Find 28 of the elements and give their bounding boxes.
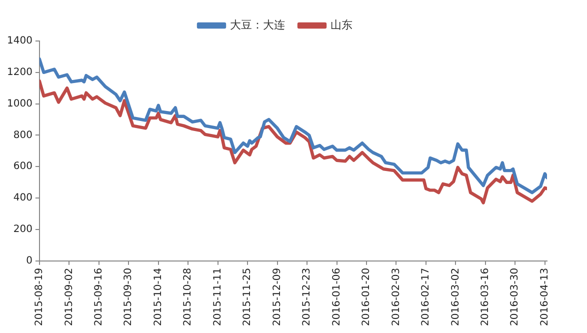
- x-tick-label: 2015-12-23: [302, 268, 313, 326]
- y-tick-label: 1000: [6, 98, 32, 110]
- x-tick-label: 2016-03-16: [480, 268, 492, 326]
- x-tick-label: 2016-03-30: [510, 268, 521, 326]
- x-tick-label: 2015-08-19: [34, 268, 46, 326]
- x-tick-label: 2015-09-16: [94, 268, 105, 326]
- y-tick-label: 0: [26, 255, 32, 266]
- y-tick-label: 400: [13, 192, 32, 204]
- x-tick-label: 2015-11-25: [242, 268, 254, 326]
- legend-label: 大豆：大连: [230, 18, 285, 32]
- x-tick-label: 2015-12-09: [272, 268, 283, 326]
- y-tick-label: 800: [13, 130, 32, 141]
- y-tick-label: 1200: [6, 67, 32, 78]
- x-tick-label: 2016-02-03: [390, 268, 402, 326]
- x-tick-label: 2015-09-02: [64, 268, 75, 326]
- x-tick-label: 2015-10-14: [152, 268, 164, 326]
- x-tick-label: 2015-09-30: [123, 268, 134, 326]
- x-tick-label: 2016-01-20: [361, 268, 372, 326]
- y-tick-label: 200: [13, 224, 32, 236]
- x-tick-label: 2015-11-11: [212, 268, 224, 326]
- x-tick-label: 2016-04-13: [539, 268, 550, 326]
- x-tick-label: 2015-10-28: [182, 268, 194, 326]
- x-tick-label: 2016-03-02: [450, 268, 462, 326]
- y-tick-label: 600: [13, 161, 32, 172]
- legend-label: 山东: [330, 18, 352, 32]
- x-tick-label: 2016-01-06: [331, 268, 342, 326]
- x-tick-label: 2016-02-17: [420, 268, 432, 326]
- y-tick-label: 1400: [6, 36, 32, 47]
